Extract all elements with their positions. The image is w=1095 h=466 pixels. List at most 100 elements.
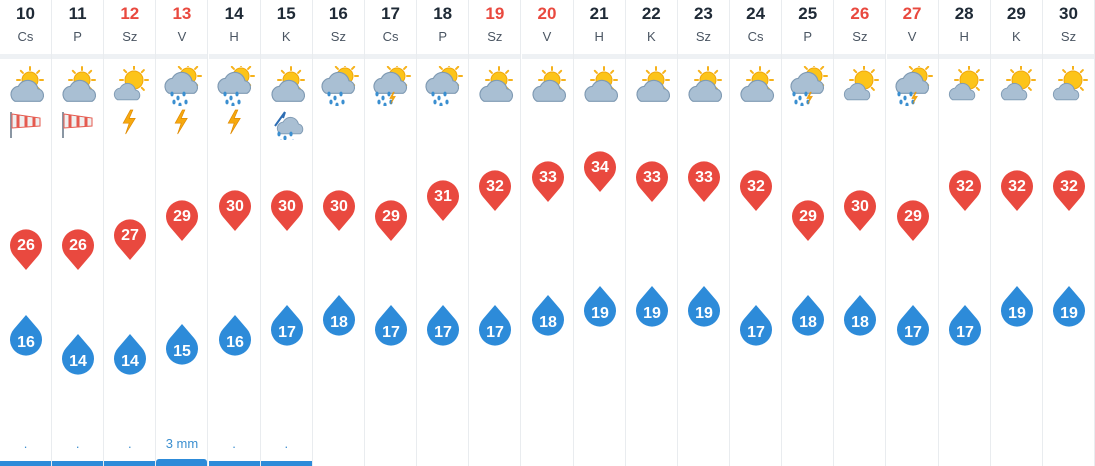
day-column[interactable]: 10 Cs 26 16. [0,0,52,466]
day-column[interactable]: 17 Cs 29 17 [365,0,418,466]
partly-cloudy-icon [10,66,45,102]
header-separator [625,54,677,59]
max-temp-label: 33 [539,169,557,186]
max-temp-marker: 30 [322,190,355,231]
max-temp-label: 34 [591,159,609,176]
weekday-label: Sz [852,29,868,44]
min-temp-marker: 19 [1053,285,1085,327]
day-number: 18 [433,4,453,23]
max-temp-label: 32 [1060,178,1078,195]
header-separator [782,54,834,59]
min-temp-label: 18 [851,314,869,331]
max-temp-marker: 29 [792,199,825,241]
day-column[interactable]: 29 K 32 19 [990,0,1043,466]
day-column[interactable]: 13 V 29 15 3 mm [156,0,209,466]
day-column[interactable]: 14 H 30 16. [208,0,261,466]
max-temp-label: 29 [799,208,817,225]
precipitation-amount: . [75,436,80,451]
min-temp-label: 19 [1008,305,1026,322]
max-temp-marker: 30 [844,190,877,231]
weekday-label: P [803,29,813,44]
max-temp-label: 32 [1008,178,1026,195]
thunder-rain-icon [373,66,412,106]
min-temp-label: 18 [539,314,557,331]
max-temp-marker: 32 [1000,170,1033,212]
windsock-icon [62,112,93,138]
rain-sun-cloud-icon [164,66,203,106]
day-column[interactable]: 18 P 31 17 [417,0,470,466]
header-separator [104,54,156,59]
max-temp-label: 30 [278,198,296,215]
sunny-cloud-icon [1052,66,1088,101]
lightning-icon [227,109,241,135]
weekday-label: Sz [487,29,503,44]
min-temp-marker: 17 [375,304,408,346]
min-temp-marker: 17 [740,304,773,346]
weekday-label: V [177,29,187,44]
day-column[interactable]: 24 Cs 32 17 [730,0,783,466]
max-temp-label: 29 [904,208,922,225]
header-separator [730,54,782,59]
day-column[interactable]: 20 V 33 18 [521,0,574,466]
weekday-label: Sz [1060,29,1077,44]
day-column[interactable]: 12 Sz 27 14. [104,0,157,466]
weekday-label: H [959,29,969,44]
max-temp-label: 32 [956,178,974,195]
max-temp-marker: 30 [218,190,251,231]
max-temp-label: 33 [643,169,661,186]
day-column[interactable]: 23 Sz 33 19 [677,0,730,466]
max-temp-label: 30 [226,198,244,215]
day-column[interactable]: 26 Sz 30 18 [834,0,887,466]
day-column[interactable]: 16 Sz 30 18 [312,0,365,466]
day-number: 28 [954,4,974,23]
hail-storm-icon [273,111,303,140]
day-column[interactable]: 28 H 32 17 [938,0,991,466]
min-temp-marker: 17 [427,304,460,346]
min-temp-label: 15 [174,343,192,360]
header-separator [573,54,625,59]
min-temp-marker: 18 [531,295,564,336]
min-temp-label: 16 [17,334,35,351]
min-temp-marker: 19 [583,285,616,327]
min-temp-label: 17 [486,324,504,341]
min-temp-marker: 17 [896,304,929,346]
day-column[interactable]: 21 H 34 19 [573,0,626,466]
day-column[interactable]: 25 P 29 18 [782,0,835,466]
weekday-label: K [1012,29,1021,44]
day-number: 10 [16,4,35,23]
precipitation-amount: 3 mm [165,436,199,451]
min-temp-marker: 14 [62,334,95,375]
min-temp-label: 19 [1060,305,1078,322]
max-temp-marker: 26 [9,229,42,270]
min-temp-label: 17 [904,324,922,341]
day-column[interactable]: 27 V 29 17 [886,0,939,466]
day-column[interactable]: 15 K 30 17. [260,0,313,466]
max-temp-label: 30 [851,198,869,215]
max-temp-label: 26 [69,237,87,254]
max-temp-marker: 32 [948,170,981,212]
day-column[interactable]: 11 P 26 14. [52,0,105,466]
min-temp-marker: 16 [10,314,43,356]
min-temp-marker: 18 [792,295,825,336]
partly-cloudy-icon [479,66,514,102]
day-column[interactable]: 30 Sz 32 19 [1043,0,1095,466]
day-column[interactable]: 22 K 33 19 [625,0,678,466]
header-separator [417,54,469,59]
min-temp-label: 14 [121,353,139,370]
day-column[interactable]: 19 Sz 32 17 [469,0,522,466]
max-temp-marker: 33 [687,161,720,202]
max-temp-marker: 32 [740,170,773,212]
max-temp-marker: 29 [166,199,199,241]
sunny-cloud-icon [844,66,880,101]
min-temp-label: 18 [330,314,348,331]
min-temp-label: 17 [278,324,296,341]
day-number: 22 [641,4,661,23]
rain-sun-cloud-icon [321,66,359,106]
day-number: 12 [120,4,140,23]
header-separator [886,54,938,59]
sunny-cloud-icon [114,66,150,101]
partly-cloudy-icon [740,66,775,102]
partly-cloudy-icon [636,66,670,102]
precipitation-amount: . [284,436,289,451]
min-temp-label: 16 [226,334,244,351]
